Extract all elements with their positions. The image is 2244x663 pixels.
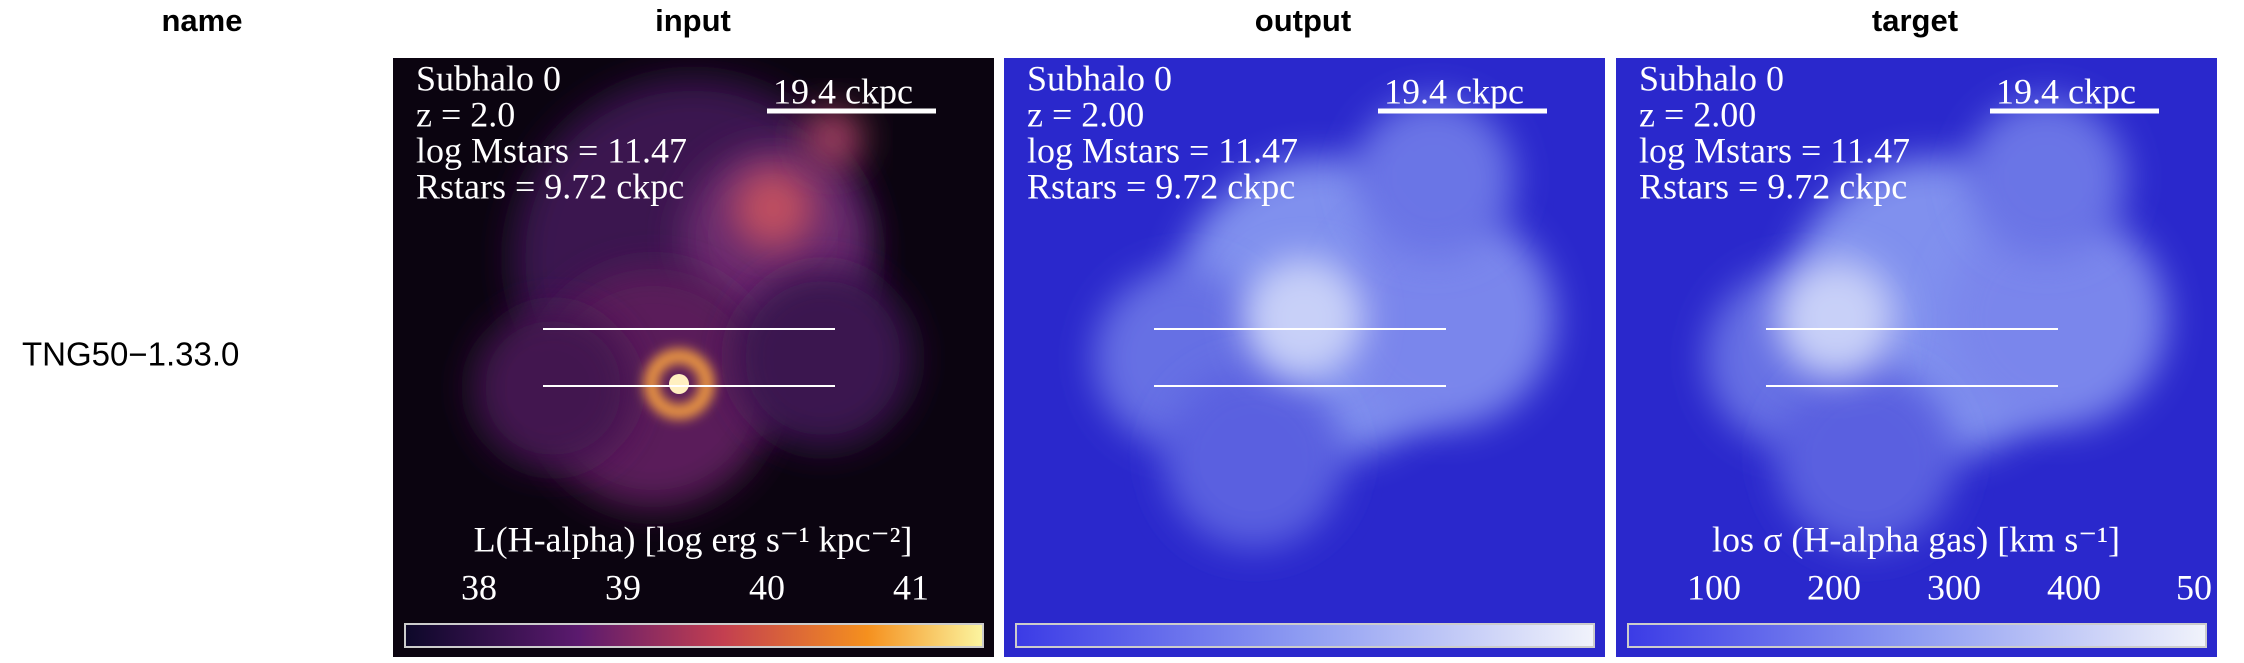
colorbar-label: L(H-alpha) [log erg s⁻¹ kpc⁻²] <box>474 519 913 559</box>
core-center <box>669 374 689 394</box>
panel-info: Rstars = 9.72 ckpc <box>416 166 684 206</box>
colorbar <box>1627 623 2207 648</box>
core <box>644 349 714 419</box>
texture <box>1946 208 2166 428</box>
texture <box>1966 98 2126 258</box>
scale-label: 19.4 ckpc <box>1996 71 2136 111</box>
colorbar-tick: 39 <box>605 567 641 607</box>
colorbar <box>1015 623 1595 648</box>
scale-label: 19.4 ckpc <box>773 71 913 111</box>
panel-info: z = 2.00 <box>1639 94 1756 134</box>
panel-info: log Mstars = 11.47 <box>1027 130 1298 170</box>
panel-info: z = 2.00 <box>1027 94 1144 134</box>
row-name: TNG50−1.33.0 <box>22 336 239 373</box>
panel-info: Subhalo 0 <box>1639 58 1784 98</box>
texture <box>1244 258 1364 378</box>
column-header: output <box>1255 3 1351 38</box>
colorbar-tick: 38 <box>461 567 497 607</box>
panel-info: Subhalo 0 <box>1027 58 1172 98</box>
colorbar-tick: 50 <box>2176 567 2212 607</box>
panel-info: z = 2.0 <box>416 94 515 134</box>
colorbar-tick: 100 <box>1687 567 1741 607</box>
colorbar-tick: 400 <box>2047 567 2101 607</box>
panel-info: Rstars = 9.72 ckpc <box>1027 166 1295 206</box>
column-header: target <box>1872 3 1958 38</box>
colorbar <box>404 623 984 648</box>
panel-info: log Mstars = 11.47 <box>1639 130 1910 170</box>
panel-info: Rstars = 9.72 ckpc <box>1639 166 1907 206</box>
colorbar-tick: 300 <box>1927 567 1981 607</box>
panel-info: Subhalo 0 <box>416 58 561 98</box>
nebula <box>733 168 813 248</box>
column-header: input <box>655 3 731 38</box>
column-header: name <box>162 3 243 38</box>
colorbar-tick: 41 <box>893 567 929 607</box>
colorbar-tick: 200 <box>1807 567 1861 607</box>
texture <box>1776 368 1956 548</box>
texture <box>1354 98 1514 258</box>
texture <box>1164 368 1344 548</box>
panel-info: log Mstars = 11.47 <box>416 130 687 170</box>
colorbar-label: los σ (H-alpha gas) [km s⁻¹] <box>1712 519 2120 559</box>
texture <box>1334 208 1554 428</box>
nebula <box>473 308 633 468</box>
nebula <box>803 108 863 168</box>
colorbar-tick: 40 <box>749 567 785 607</box>
texture <box>1776 258 1896 378</box>
scale-label: 19.4 ckpc <box>1384 71 1524 111</box>
nebula <box>733 268 913 448</box>
